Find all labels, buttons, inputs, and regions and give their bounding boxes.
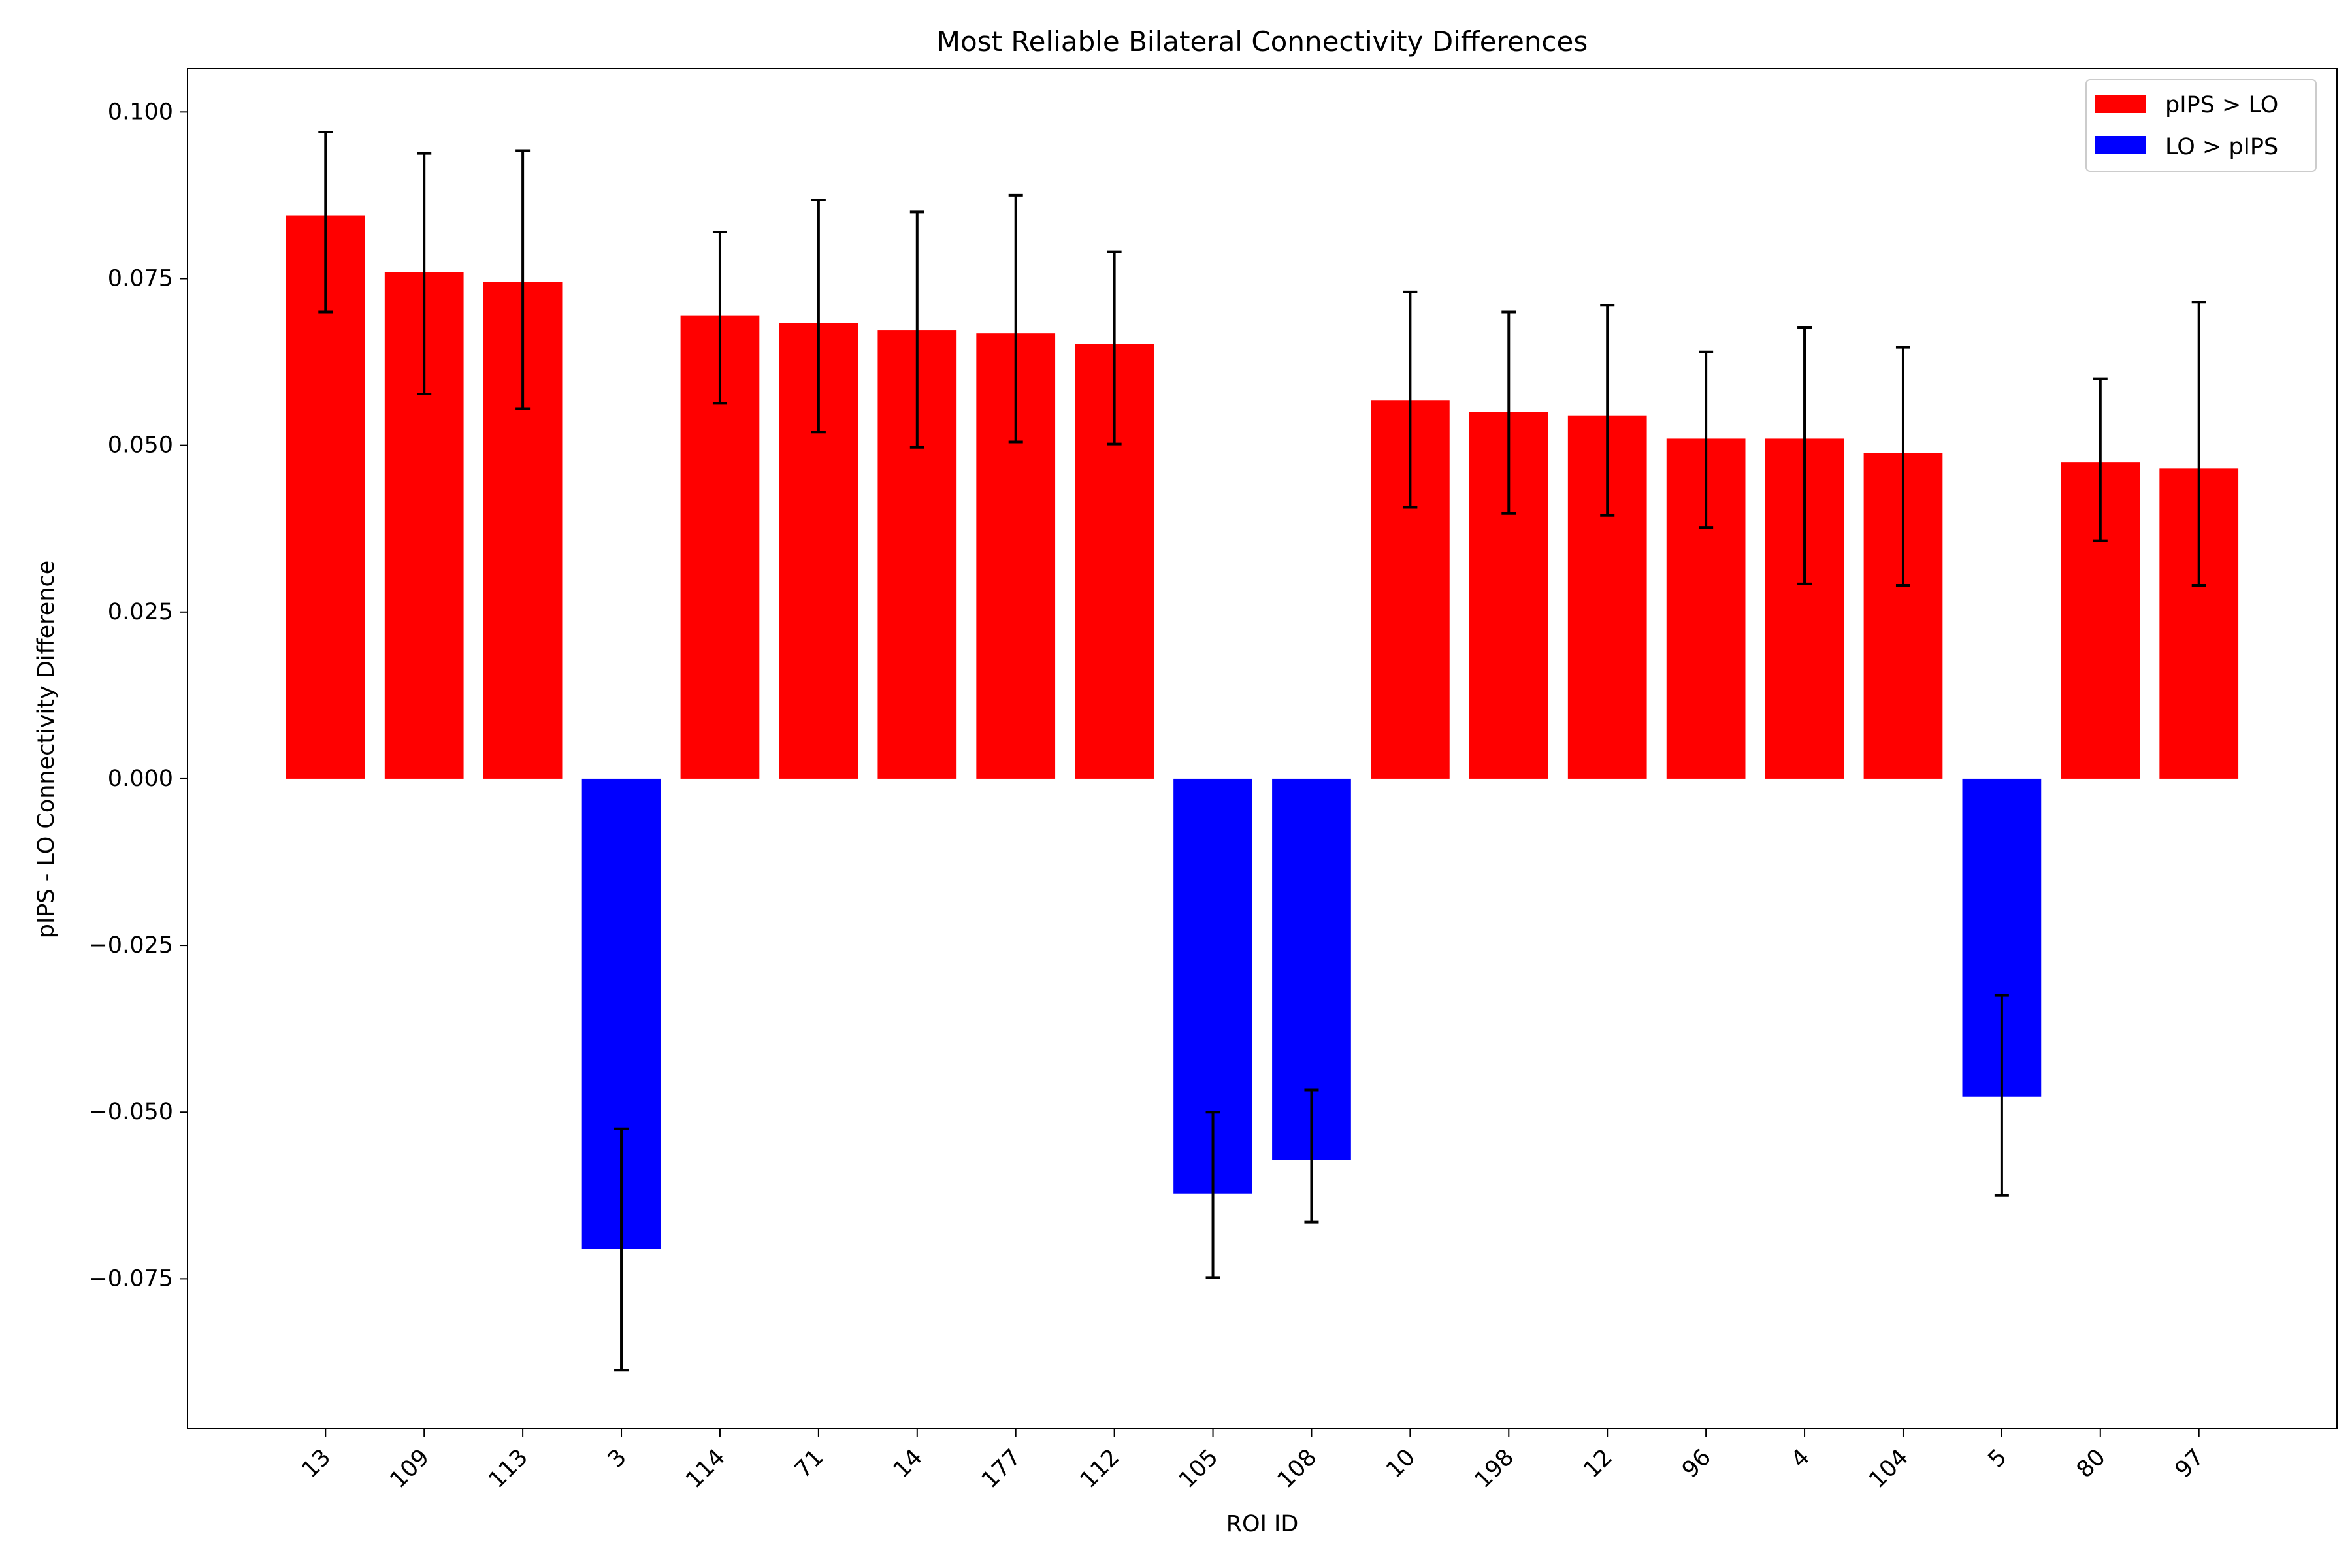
x-tick-label-177: 177 xyxy=(977,1445,1026,1494)
x-tick-label-108: 108 xyxy=(1273,1445,1322,1494)
y-tick-label-7: −0.075 xyxy=(88,1266,173,1292)
x-tick-label-5: 5 xyxy=(1984,1445,2012,1473)
x-tick-label-3: 3 xyxy=(603,1445,632,1473)
plot-frame xyxy=(187,68,2338,1429)
y-axis-title: pIPS - LO Connectivity Difference xyxy=(33,561,59,939)
x-tick-label-80: 80 xyxy=(2072,1445,2111,1484)
x-tick-label-104: 104 xyxy=(1864,1445,1914,1494)
x-tick-label-112: 112 xyxy=(1075,1445,1125,1494)
x-tick-label-109: 109 xyxy=(385,1445,435,1494)
chart-title: Most Reliable Bilateral Connectivity Dif… xyxy=(937,25,1588,57)
x-tick-label-10: 10 xyxy=(1381,1445,1420,1484)
x-tick-label-96: 96 xyxy=(1677,1445,1716,1484)
plot-area: 13 109 113 3 114 71 14 177 112 105 108 10 198 12 96 4 10… xyxy=(88,68,2338,1494)
x-axis-title: ROI ID xyxy=(1226,1511,1299,1537)
legend-swatch-pips-gt-lo xyxy=(2095,95,2146,113)
x-tick-label-71: 71 xyxy=(790,1445,829,1484)
y-tick-label-5: −0.025 xyxy=(88,932,173,958)
x-tick-label-113: 113 xyxy=(483,1445,533,1494)
x-tick-label-198: 198 xyxy=(1470,1445,1520,1494)
y-tick-label-4: 0.000 xyxy=(108,766,173,792)
legend-swatch-lo-gt-pips xyxy=(2095,136,2146,154)
x-tick-label-97: 97 xyxy=(2170,1445,2210,1484)
x-tick-label-105: 105 xyxy=(1174,1445,1224,1494)
y-tick-label-2: 0.050 xyxy=(108,433,173,459)
x-tick-label-14: 14 xyxy=(889,1445,928,1484)
x-tick-label-4: 4 xyxy=(1786,1445,1815,1473)
y-tick-label-0: 0.100 xyxy=(108,99,173,125)
x-tick-label-114: 114 xyxy=(681,1445,730,1494)
legend-label-pips-gt-lo: pIPS > LO xyxy=(2165,92,2278,118)
y-tick-label-6: −0.050 xyxy=(88,1099,173,1125)
y-tick-label-3: 0.025 xyxy=(108,599,173,625)
legend-label-lo-gt-pips: LO > pIPS xyxy=(2165,134,2278,160)
x-tick-label-12: 12 xyxy=(1578,1445,1618,1484)
legend: pIPS > LO LO > pIPS xyxy=(2085,79,2317,172)
x-tick-label-13: 13 xyxy=(297,1445,336,1484)
y-tick-label-1: 0.075 xyxy=(108,265,173,291)
